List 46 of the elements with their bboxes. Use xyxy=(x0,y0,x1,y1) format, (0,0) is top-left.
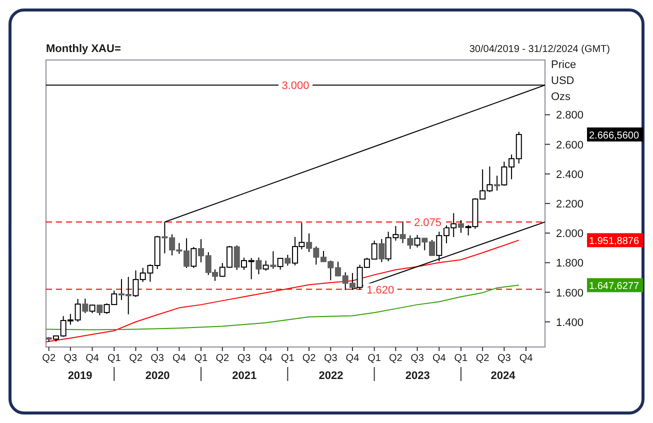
y-tick-label: 2.400 xyxy=(556,168,584,181)
x-tick-label: Q2 xyxy=(389,353,403,364)
ref-line-label: 1.620 xyxy=(366,284,394,296)
ref-line-label: 2.075 xyxy=(414,216,442,229)
x-tick-label: Q2 xyxy=(42,353,56,364)
text: 2022 xyxy=(318,370,344,382)
ref-line-label: 3.000 xyxy=(282,80,310,92)
text: 2020 xyxy=(145,370,170,382)
x-tick-label: Q4 xyxy=(172,353,186,364)
y-tick-label: 1.600 xyxy=(556,287,584,300)
chart-subtitle: 30/04/2019 - 31/12/2024 (GMT) xyxy=(469,44,610,55)
x-tick-label: Q4 xyxy=(432,353,446,364)
x-tick-label: Q3 xyxy=(324,353,338,364)
text: 1.951,8876 xyxy=(589,236,640,248)
y-tick-label: 1.800 xyxy=(556,258,584,270)
x-tick-label: Q2 xyxy=(129,353,143,364)
y-tick-label: 2.600 xyxy=(556,139,584,152)
x-tick-label: Q2 xyxy=(302,353,316,364)
x-tick-label: Q1 xyxy=(280,353,295,364)
x-tick-label: Q1 xyxy=(107,353,122,364)
text: 2024 xyxy=(490,370,516,382)
x-tick-label: Q3 xyxy=(64,353,78,364)
y-tick-label: 2.000 xyxy=(556,228,584,240)
x-tick-label: Q4 xyxy=(86,353,100,364)
x-tick-label: Q3 xyxy=(410,353,424,364)
y-tick-label: 1.400 xyxy=(556,316,584,329)
x-tick-label: Q1 xyxy=(368,353,382,364)
text: 2.666,5600 xyxy=(589,130,640,142)
y-tick-label: 2.800 xyxy=(556,110,584,122)
x-tick-label: Q4 xyxy=(346,353,360,364)
text: 2023 xyxy=(405,370,430,382)
x-tick-label: Q3 xyxy=(237,353,252,364)
text: 2021 xyxy=(232,370,257,382)
text: 2019 xyxy=(68,370,92,382)
text: 1.647,6277 xyxy=(589,281,640,292)
x-tick-label: Q1 xyxy=(194,353,208,364)
x-tick-label: Q2 xyxy=(476,353,490,364)
x-tick-label: Q1 xyxy=(454,353,468,364)
x-tick-label: Q2 xyxy=(216,353,230,364)
y-tick-label: 2.200 xyxy=(556,198,584,210)
x-tick-label: Q3 xyxy=(497,353,512,364)
x-tick-label: Q3 xyxy=(150,353,164,364)
y-axis-title: Price USD Ozs xyxy=(551,59,576,103)
chart-title: Monthly XAU= xyxy=(46,43,121,55)
x-tick-label: Q4 xyxy=(519,353,534,364)
x-tick-label: Q4 xyxy=(259,353,273,364)
